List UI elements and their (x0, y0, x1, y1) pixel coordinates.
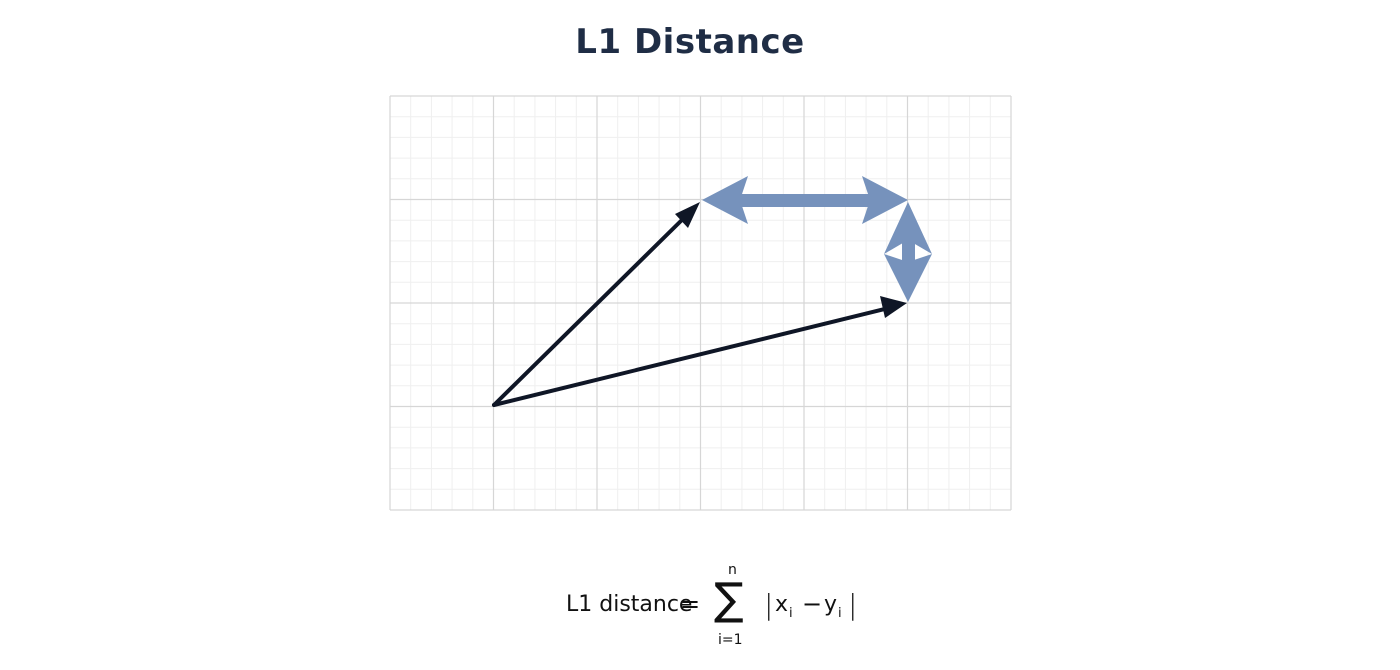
formula-lower-limit: i=1 (718, 632, 743, 648)
formula-y-subscript: i (838, 606, 842, 621)
horizontal-distance-arrow (702, 176, 908, 224)
diagram-title: L1 Distance (575, 22, 805, 62)
grid-major-lines (389, 95, 1012, 511)
vector-to-right-point (492, 305, 895, 407)
l1-distance-diagram (389, 95, 1012, 511)
vector-to-upper-point (492, 210, 692, 407)
vertical-distance-arrow (884, 202, 932, 302)
formula-y: y (824, 592, 838, 617)
grid (389, 95, 1012, 511)
formula-x: x (775, 592, 789, 617)
vector-to-upper-point-head (675, 202, 700, 228)
abs-bar-right: | (848, 588, 858, 621)
formula-upper-limit: n (728, 562, 737, 578)
sum-symbol: ∑ (714, 574, 744, 625)
vector-to-right-point-head (880, 296, 907, 318)
l1-distance-formula: L1 distance = n ∑ i=1 | x i − y i | (0, 560, 1400, 670)
formula-minus: − (802, 590, 823, 618)
abs-bar-left: | (764, 588, 774, 621)
formula-equals: = (680, 590, 701, 618)
formula-lhs: L1 distance (566, 592, 693, 617)
formula-x-subscript: i (789, 606, 793, 621)
